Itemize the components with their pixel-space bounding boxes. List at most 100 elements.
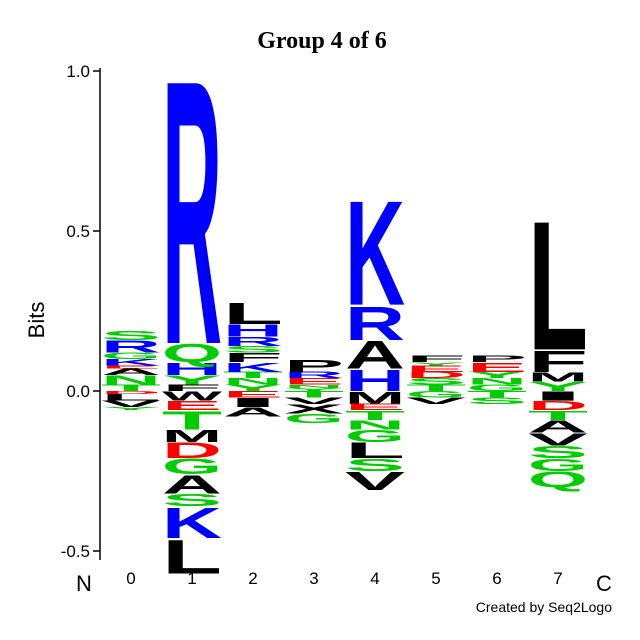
logo-letter: S [345,455,405,475]
logo-letter: D [101,390,161,395]
logo-letter: T [101,383,161,393]
x-tick-label: 4 [370,569,379,588]
logo-letter: F [223,350,283,365]
x-tick-label: 3 [309,569,318,588]
logo-letter: E [345,402,405,412]
y-tick-label: 1.0 [66,62,90,81]
logo-letter: S [101,328,161,343]
y-tick-label: 0.0 [66,382,90,401]
x-tick-label: 0 [126,569,135,588]
logo-letter: A [162,470,222,499]
logo-letter: N [223,377,283,387]
logo-letter: T [162,406,222,435]
logo-letter: I [223,395,283,410]
logo-letter: V [101,399,161,409]
logo-letter: T [528,408,588,423]
logo-letter: E [406,364,466,374]
logo-letter: F [528,344,588,378]
logo-letter: L [528,184,588,389]
x-tick-label: 5 [431,569,440,588]
logo-letter: K [101,358,161,368]
logo-letter: F [406,354,466,364]
logo-letter: T [223,370,283,380]
logo-letter: K [223,360,283,375]
logo-letter: D [406,370,466,380]
logo-letter: M [162,427,222,447]
logo-letter: Y [223,383,283,393]
logo-letter: K [345,169,405,336]
logo-letter: V [345,467,405,496]
logo-letter: N [101,373,161,388]
logo-letter: E [101,365,161,370]
logo-letter: N [284,384,344,389]
x-tick-label: 1 [187,569,196,588]
logo-letter: R [162,1,222,423]
logo-letter: Q [162,339,222,368]
logo-letter: W [162,389,223,404]
logo-letter: L [101,393,161,403]
logo-letter: Y [101,406,161,411]
logo-letter: G [101,351,161,361]
logo-letter: G [284,411,344,426]
logo-letter: A [528,417,588,437]
logo-letter: S [162,491,222,511]
logo-letter: T [406,383,466,393]
logo-letter: H [345,363,405,397]
logo-letter: Y [284,387,344,392]
logo-letter: E [467,360,527,375]
logo-letter: D [528,398,588,413]
logo-letter: V [406,396,466,406]
logo-letter: G [345,427,405,447]
y-tick-label: -0.5 [61,542,90,561]
logo-letter: D [162,438,222,463]
logo-letter: L [345,438,405,463]
logo-letter: R [284,370,344,380]
logo-letter: S [528,443,588,463]
logo-letter: Y [162,373,222,388]
logo-letter: N [345,418,405,433]
n-terminus-label: N [76,571,92,596]
logo-letter: K [162,499,222,548]
logo-letter: X [284,402,344,417]
x-tick-label: 2 [248,569,257,588]
logo-letter: V [528,430,588,450]
logo-letter: Y [467,370,527,380]
logo-letter: S [406,377,466,387]
logo-letter: E [162,398,222,413]
logo-letter: H [223,321,283,341]
logo-letter: E [284,377,344,387]
logo-letter: R [223,334,283,349]
logo-letter: R [101,337,161,357]
logo-letter: E [223,390,283,400]
logo-letter: T [284,390,344,400]
logo-letter: M [528,370,588,385]
x-tick-label: 7 [553,569,562,588]
logo-letter: G [406,390,466,400]
logo-letter: N [467,377,527,387]
logo-letter: T [467,390,527,400]
logo-letter: S [223,345,283,355]
logo-letter: F [162,383,222,393]
logo-letter: Y [528,379,588,394]
logo-letter: G [162,454,222,479]
logo-letter: L [162,530,222,584]
y-axis-label: Bits [24,302,49,339]
chart-title: Group 4 of 6 [257,28,387,54]
c-terminus-label: C [596,571,612,596]
y-tick-label: 0.5 [66,222,90,241]
logo-letter: Q [528,467,588,492]
credit: Created by Seq2Logo [476,599,612,615]
logo-letter: H [162,359,222,379]
logo-letter: P [467,354,527,364]
logo-letter: R [345,296,405,350]
logo-letter: I [528,389,588,404]
logo-letter: G [467,383,527,393]
logo-letter: G [528,455,588,475]
logo-letter: S [467,396,527,406]
logo-letter: T [345,408,405,423]
logo-letter: L [223,296,283,330]
logo-letter: P [284,356,344,376]
logo-letter: A [345,333,405,377]
logo-letter: V [284,396,344,406]
